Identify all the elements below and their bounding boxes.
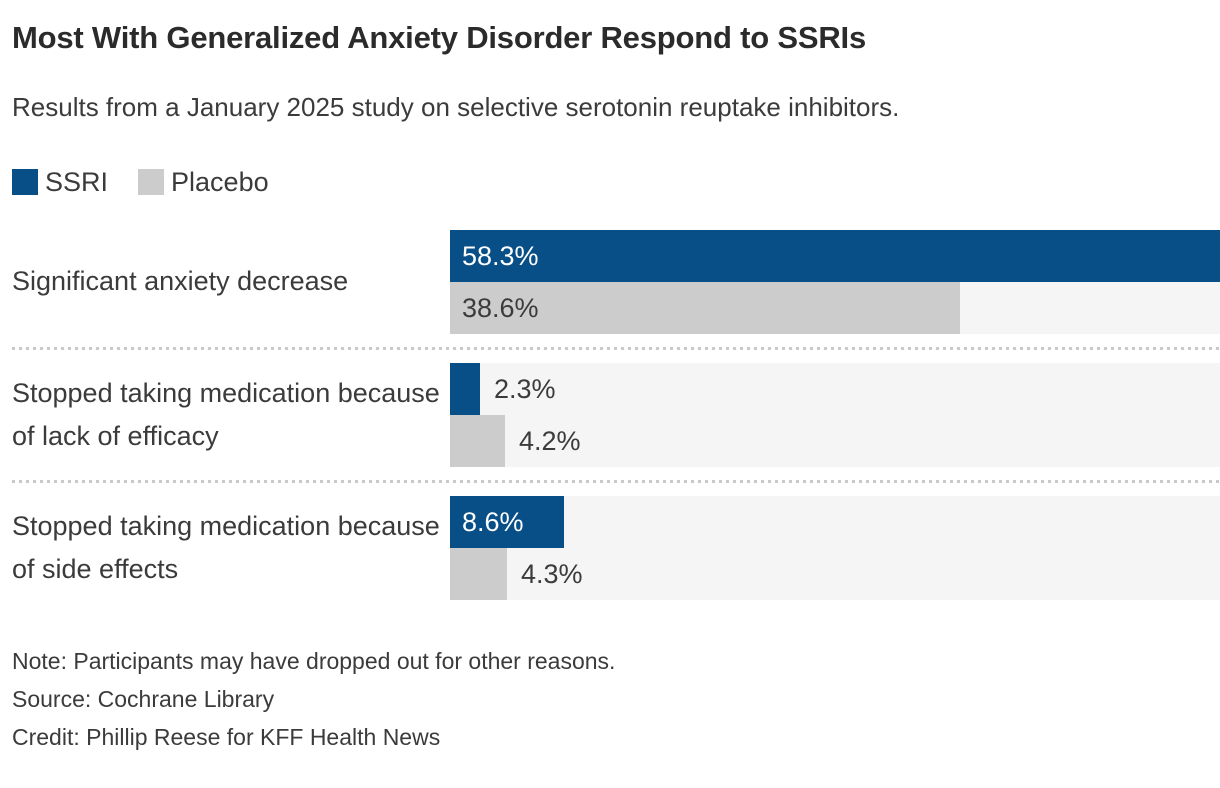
chart-subtitle: Results from a January 2025 study on sel…	[12, 91, 900, 122]
bar-track: 4.3%	[450, 547, 1220, 600]
legend: SSRI Placebo	[12, 167, 1208, 198]
legend-swatch-ssri	[12, 169, 38, 196]
bar-value-label: 4.3%	[521, 558, 583, 589]
bar-track: 58.3%	[450, 229, 1220, 282]
bar-placebo	[450, 281, 960, 334]
category-label: Stopped taking medication because of sid…	[12, 510, 440, 584]
category-label: Significant anxiety decrease	[12, 266, 349, 297]
bar-group-side-effects: Stopped taking medication because of sid…	[0, 495, 1220, 600]
bar-ssri	[450, 362, 481, 415]
bar-chart: Significant anxiety decrease 58.3% 38.6%…	[0, 229, 1220, 600]
bar-pair: 58.3% 38.6%	[450, 229, 1220, 334]
credit-text: Credit: Phillip Reese for KFF Health New…	[12, 723, 441, 750]
group-separator	[12, 346, 1220, 350]
bar-value-label: 4.2%	[519, 425, 581, 456]
bar-track: 38.6%	[450, 281, 1220, 334]
legend-swatch-placebo	[138, 169, 165, 196]
bar-track: 8.6%	[450, 495, 1220, 548]
legend-label-placebo: Placebo	[171, 166, 269, 197]
bar-group-lack-of-efficacy: Stopped taking medication because of lac…	[0, 362, 1220, 467]
bar-group-anxiety-decrease: Significant anxiety decrease 58.3% 38.6%	[0, 229, 1220, 334]
legend-label-ssri: SSRI	[45, 166, 109, 197]
bar-value-label: 38.6%	[462, 292, 539, 323]
bar-pair: 8.6% 4.3%	[450, 495, 1220, 600]
legend-item-placebo: Placebo	[138, 167, 269, 198]
bar-pair: 2.3% 4.2%	[450, 362, 1220, 467]
chart-container: Most With Generalized Anxiety Disorder R…	[0, 20, 1220, 788]
chart-footer: Note: Participants may have dropped out …	[12, 642, 1208, 756]
chart-title: Most With Generalized Anxiety Disorder R…	[12, 20, 866, 55]
bar-ssri	[450, 229, 1220, 282]
bar-value-label: 8.6%	[462, 506, 524, 537]
legend-item-ssri: SSRI	[12, 167, 108, 198]
group-separator	[12, 479, 1220, 483]
bar-value-label: 58.3%	[462, 240, 539, 271]
bar-ssri	[450, 495, 564, 548]
bar-track: 2.3%	[450, 362, 1220, 415]
bar-value-label: 2.3%	[494, 373, 556, 404]
note-text: Note: Participants may have dropped out …	[12, 647, 616, 674]
source-text: Source: Cochrane Library	[12, 685, 275, 712]
bar-placebo	[450, 414, 506, 467]
bar-placebo	[450, 547, 507, 600]
category-label: Stopped taking medication because of lac…	[12, 377, 440, 451]
bar-track: 4.2%	[450, 414, 1220, 467]
